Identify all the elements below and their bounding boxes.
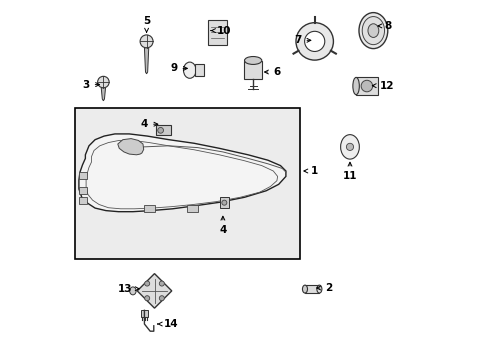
Bar xyxy=(79,172,87,179)
Bar xyxy=(141,310,148,317)
Ellipse shape xyxy=(302,285,307,293)
Circle shape xyxy=(159,281,164,286)
Ellipse shape xyxy=(316,285,321,293)
Text: 13: 13 xyxy=(118,284,139,294)
Text: 12: 12 xyxy=(371,81,393,91)
Bar xyxy=(79,187,87,194)
Bar xyxy=(143,205,154,212)
Text: 6: 6 xyxy=(264,67,280,77)
Ellipse shape xyxy=(183,62,196,78)
Text: 1: 1 xyxy=(303,166,318,176)
Polygon shape xyxy=(118,139,143,155)
Ellipse shape xyxy=(244,57,261,64)
Circle shape xyxy=(361,80,372,92)
Polygon shape xyxy=(137,274,171,308)
Text: 9: 9 xyxy=(170,63,187,73)
Ellipse shape xyxy=(129,287,136,295)
Bar xyxy=(220,197,228,208)
Text: 3: 3 xyxy=(82,80,100,90)
Text: 2: 2 xyxy=(316,283,332,293)
Text: 10: 10 xyxy=(211,26,231,36)
Polygon shape xyxy=(144,48,148,74)
Text: 14: 14 xyxy=(158,319,178,329)
Polygon shape xyxy=(101,88,105,101)
Circle shape xyxy=(158,127,163,133)
Circle shape xyxy=(98,76,109,88)
Circle shape xyxy=(346,143,353,150)
Text: 11: 11 xyxy=(342,162,357,181)
Ellipse shape xyxy=(352,77,359,95)
Ellipse shape xyxy=(358,13,387,49)
Text: 4: 4 xyxy=(141,119,158,129)
Text: 8: 8 xyxy=(377,21,391,31)
Bar xyxy=(156,125,170,135)
Text: 7: 7 xyxy=(293,35,310,45)
Text: 5: 5 xyxy=(142,16,150,32)
Ellipse shape xyxy=(340,135,359,159)
Bar xyxy=(79,197,87,204)
Bar xyxy=(208,20,227,45)
Text: 4: 4 xyxy=(219,216,226,235)
Bar xyxy=(195,64,204,76)
Ellipse shape xyxy=(362,17,384,45)
Circle shape xyxy=(222,200,226,205)
Bar xyxy=(305,285,319,293)
Bar xyxy=(244,61,261,79)
Circle shape xyxy=(144,281,149,286)
Polygon shape xyxy=(79,134,285,212)
Circle shape xyxy=(140,35,153,48)
Ellipse shape xyxy=(367,24,378,37)
Circle shape xyxy=(159,296,164,301)
Bar xyxy=(75,108,300,259)
Circle shape xyxy=(295,23,333,60)
Circle shape xyxy=(144,296,149,301)
Bar xyxy=(186,205,197,212)
Bar xyxy=(355,77,377,95)
Circle shape xyxy=(304,31,324,51)
